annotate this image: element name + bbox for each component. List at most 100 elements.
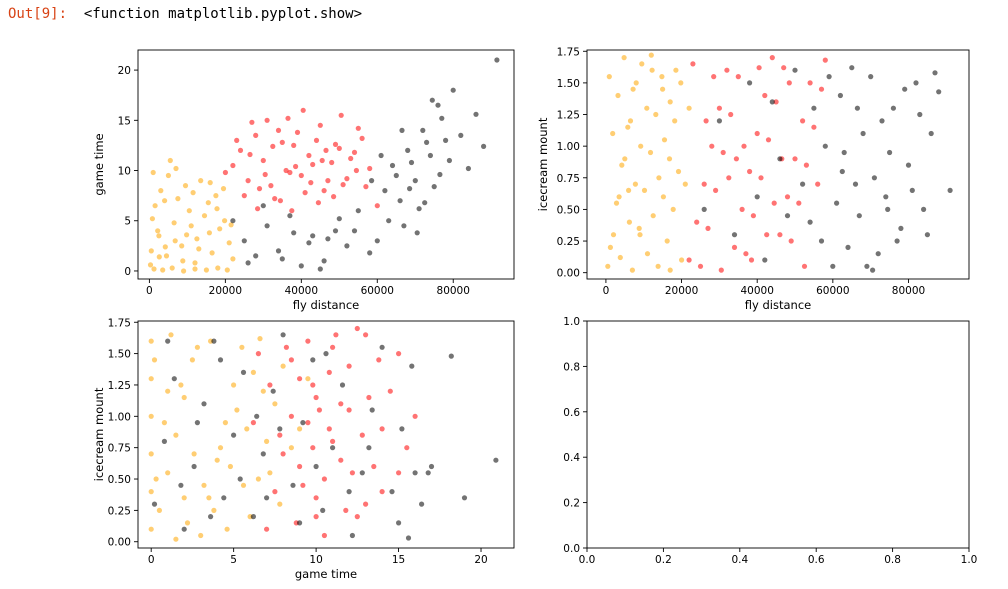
scatter-point	[279, 139, 285, 145]
scatter-point	[928, 130, 934, 137]
scatter-point	[606, 74, 612, 80]
scatter-point	[336, 216, 342, 222]
x-tick-label: 60000	[361, 285, 394, 297]
scatter-point	[363, 501, 369, 507]
scatter-point	[366, 394, 372, 401]
scatter-point	[306, 152, 312, 159]
scatter-point	[293, 163, 299, 170]
scatter-point	[399, 127, 405, 133]
y-tick-label: 15	[118, 115, 131, 127]
scatter-point	[300, 420, 306, 426]
scatter-point	[343, 507, 349, 513]
scatter-point	[316, 407, 322, 413]
scatter-point	[181, 268, 187, 274]
scatter-point	[173, 165, 179, 172]
scatter-point	[932, 70, 938, 76]
scatter-point	[703, 118, 709, 124]
scatter-point	[818, 238, 825, 244]
scatter-point	[694, 219, 700, 225]
x-tick-label: 0.0	[579, 554, 596, 566]
scatter-point	[222, 218, 228, 224]
scatter-point	[852, 181, 859, 187]
scatter-point	[409, 363, 415, 369]
scatter-point	[363, 184, 369, 190]
scatter-point	[203, 267, 209, 273]
scatter-point	[389, 489, 395, 495]
scatter-point	[716, 105, 723, 111]
x-tick-label: 1.0	[961, 554, 978, 566]
scatter-point	[756, 65, 762, 71]
scatter-point	[321, 476, 327, 482]
y-tick-label: 0.25	[557, 236, 580, 248]
scatter-point	[332, 141, 339, 147]
x-tick-label: 80000	[437, 285, 470, 297]
scatter-point	[679, 257, 685, 263]
scatter-point	[837, 92, 844, 99]
scatter-point	[781, 65, 787, 71]
scatter-point	[148, 248, 154, 254]
scatter-point	[913, 80, 919, 86]
scatter-point	[461, 495, 468, 501]
scatter-point	[148, 526, 154, 532]
scatter-point	[262, 171, 268, 178]
scatter-point	[184, 520, 191, 526]
scatter-point	[297, 426, 303, 432]
scatter-point	[150, 169, 156, 176]
scatter-point	[898, 225, 904, 231]
scatter-point	[211, 507, 217, 513]
y-tick-label: 5	[124, 216, 131, 228]
scatter-point	[801, 263, 808, 269]
scatter-point	[425, 470, 431, 476]
scatter-point	[431, 184, 437, 190]
x-axis-label: fly distance	[293, 298, 359, 312]
scatter-point	[302, 190, 308, 196]
scatter-point	[329, 159, 335, 166]
scatter-point	[924, 232, 931, 238]
y-tick-label: 1.0	[563, 316, 580, 328]
scatter-point	[277, 426, 283, 432]
scatter-point	[917, 111, 923, 118]
scatter-point	[448, 353, 454, 359]
scatter-point	[765, 137, 772, 143]
scatter-point	[902, 86, 908, 92]
scatter-point	[346, 363, 352, 369]
scatter-point	[826, 74, 832, 80]
scatter-point	[222, 169, 228, 176]
scatter-point	[239, 344, 245, 350]
subplot-top-right: 0 20000 40000 60000 80000 0.00 0.25 0.50 0.75 1.0…	[536, 46, 970, 312]
scatter-point	[747, 168, 753, 175]
scatter-point	[310, 382, 316, 388]
y-tick-label: 20	[118, 65, 131, 77]
scatter-point	[412, 470, 418, 476]
x-tick-label: 80000	[892, 285, 925, 297]
scatter-point	[323, 351, 329, 357]
series-3-points	[230, 57, 500, 272]
axes-frame	[586, 49, 970, 280]
scatter-point	[338, 401, 344, 407]
scatter-point	[317, 122, 323, 128]
scatter-point	[162, 198, 168, 204]
scatter-point	[660, 194, 667, 200]
y-tick-label: 0.25	[108, 505, 131, 517]
scatter-point	[800, 181, 806, 187]
scatter-point	[148, 376, 154, 382]
scatter-point	[494, 57, 500, 63]
scatter-point	[412, 413, 418, 419]
scatter-point	[396, 351, 402, 357]
scatter-point	[711, 74, 717, 80]
scatter-point	[250, 369, 256, 375]
scatter-point	[158, 188, 164, 194]
scatter-point	[667, 99, 673, 105]
x-tick-label: 10	[309, 554, 322, 566]
scatter-point	[656, 175, 662, 181]
scatter-point	[414, 230, 420, 236]
scatter-point	[673, 67, 679, 73]
scatter-point	[308, 180, 314, 186]
scatter-point	[250, 420, 256, 426]
scatter-point	[660, 86, 666, 92]
scatter-point	[198, 178, 204, 184]
scatter-point	[256, 186, 263, 192]
scatter-point	[156, 233, 162, 239]
scatter-point	[148, 338, 154, 344]
scatter-point	[260, 203, 266, 209]
